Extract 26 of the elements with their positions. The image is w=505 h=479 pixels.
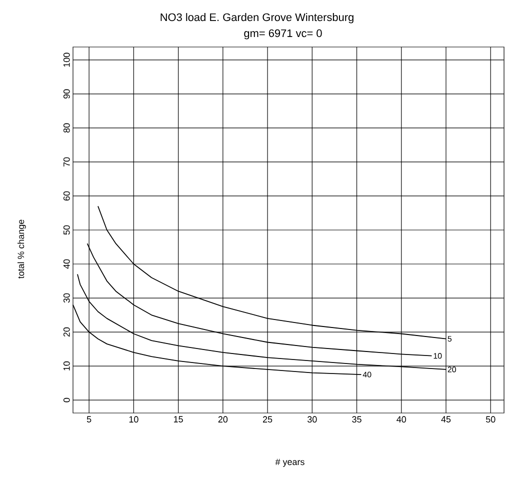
y-tick-label: 60 bbox=[63, 191, 70, 201]
x-tick-label: 35 bbox=[352, 416, 362, 423]
x-tick-label: 45 bbox=[441, 416, 451, 422]
chart-title: NO3 load E. Garden Grove Wintersburg bbox=[160, 13, 354, 24]
y-tick-label: 90 bbox=[63, 89, 70, 98]
x-tick-label: 25 bbox=[263, 416, 272, 423]
x-tick-label: 5 bbox=[86, 416, 92, 422]
y-tick-label: 80 bbox=[63, 123, 70, 133]
x-tick-label: 10 bbox=[129, 416, 138, 423]
x-tick-label: 50 bbox=[486, 416, 496, 423]
chart-subtitle: gm= 6971 vc= 0 bbox=[244, 29, 322, 40]
y-tick-label: 10 bbox=[63, 361, 70, 370]
line-series bbox=[98, 206, 446, 340]
x-axis-title: # years bbox=[275, 458, 304, 467]
y-tick-label: 70 bbox=[63, 157, 70, 166]
y-tick-label: 20 bbox=[63, 327, 70, 337]
y-axis-title: total % change bbox=[18, 220, 26, 279]
x-tick-label: 40 bbox=[396, 416, 406, 423]
y-tick-label: 50 bbox=[63, 225, 70, 235]
x-tick-label: 15 bbox=[174, 416, 183, 422]
y-tick-label: 30 bbox=[63, 293, 70, 303]
y-tick-label: 0 bbox=[63, 398, 70, 402]
y-tick-label: 100 bbox=[63, 52, 70, 67]
x-tick-label: 20 bbox=[218, 416, 228, 423]
x-tick-label: 30 bbox=[308, 416, 317, 423]
y-tick-label: 40 bbox=[63, 259, 70, 269]
